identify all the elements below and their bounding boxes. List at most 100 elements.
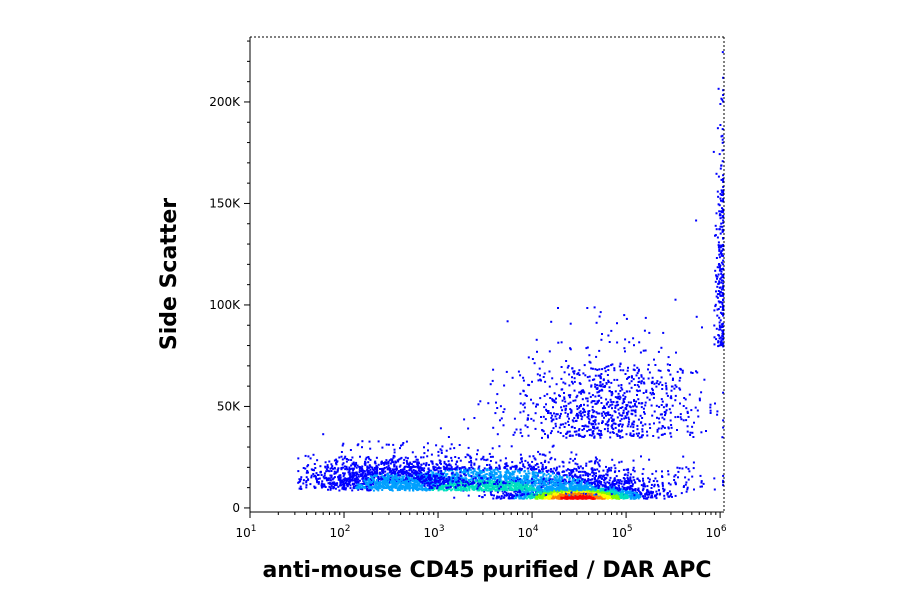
scatter-point	[527, 489, 530, 492]
scatter-point	[516, 488, 519, 491]
scatter-point	[654, 477, 657, 480]
scatter-point	[513, 497, 515, 500]
scatter-point	[498, 464, 501, 467]
scatter-point	[416, 488, 419, 491]
scatter-point	[437, 470, 440, 473]
scatter-point	[557, 472, 559, 475]
scatter-point	[445, 473, 448, 476]
scatter-point	[465, 489, 468, 492]
scatter-point	[606, 470, 609, 473]
scatter-point	[443, 472, 446, 475]
scatter-point	[626, 482, 629, 484]
scatter-point	[441, 487, 444, 490]
scatter-point	[566, 495, 569, 498]
scatter-point	[562, 483, 565, 486]
scatter-point	[526, 487, 529, 490]
scatter-point	[542, 467, 545, 470]
scatter-point	[485, 473, 488, 476]
scatter-point	[497, 486, 500, 489]
scatter-point	[529, 468, 532, 470]
scatter-point	[586, 496, 589, 499]
scatter-point	[452, 484, 454, 486]
scatter-point	[322, 475, 325, 478]
scatter-point	[503, 490, 506, 493]
scatter-point	[490, 489, 493, 492]
scatter-point	[410, 463, 413, 466]
scatter-point	[480, 480, 483, 482]
scatter-point	[326, 464, 329, 467]
scatter-point	[356, 480, 359, 483]
scatter-point	[430, 475, 433, 478]
scatter-point	[637, 497, 640, 500]
scatter-point	[558, 479, 561, 482]
scatter-point	[588, 483, 591, 485]
scatter-point	[585, 488, 588, 491]
scatter-point	[313, 485, 316, 488]
scatter-point	[337, 485, 340, 488]
scatter-point	[581, 493, 584, 496]
scatter-point	[448, 485, 451, 488]
scatter-point	[489, 465, 492, 468]
scatter-point	[523, 477, 526, 480]
scatter-point	[305, 481, 308, 484]
scatter-point	[588, 496, 591, 499]
scatter-point	[375, 484, 378, 487]
scatter-point	[598, 459, 601, 462]
scatter-point	[594, 485, 597, 488]
scatter-point	[356, 444, 359, 447]
scatter-point	[562, 465, 565, 468]
scatter-point	[529, 491, 532, 494]
scatter-point	[685, 466, 688, 469]
scatter-point	[453, 468, 456, 471]
scatter-point	[577, 481, 580, 484]
scatter-point	[499, 487, 502, 490]
scatter-point	[469, 478, 472, 481]
scatter-point	[640, 455, 642, 458]
scatter-point	[459, 488, 461, 491]
scatter-point	[626, 486, 629, 489]
scatter-point	[617, 484, 620, 487]
scatter-point	[599, 496, 602, 499]
scatter-point	[559, 484, 562, 487]
scatter-point	[596, 491, 599, 494]
scatter-point	[558, 487, 561, 490]
scatter-point	[532, 455, 535, 458]
scatter-point	[554, 487, 557, 490]
scatter-point	[631, 493, 634, 496]
scatter-point	[589, 495, 592, 498]
scatter-point	[541, 465, 544, 468]
scatter-point	[610, 466, 613, 469]
scatter-point	[625, 489, 628, 492]
scatter-point	[527, 491, 530, 494]
scatter-point	[702, 482, 705, 485]
scatter-point	[329, 488, 332, 491]
scatter-point	[488, 484, 491, 487]
scatter-point	[471, 471, 474, 474]
scatter-point	[508, 495, 511, 498]
scatter-point	[541, 463, 544, 466]
scatter-point	[537, 494, 540, 497]
scatter-point	[494, 486, 497, 489]
scatter-point	[575, 489, 578, 492]
scatter-point	[629, 495, 632, 498]
scatter-point	[533, 468, 535, 471]
scatter-point	[339, 478, 341, 481]
scatter-point	[584, 482, 587, 485]
scatter-point	[544, 459, 547, 462]
scatter-point	[596, 496, 599, 499]
scatter-point	[646, 490, 649, 493]
scatter-point	[533, 476, 536, 479]
plot-background	[250, 37, 724, 512]
scatter-point	[506, 494, 509, 497]
scatter-point	[571, 497, 574, 500]
scatter-point	[604, 484, 607, 487]
scatter-point	[555, 484, 558, 487]
scatter-point	[625, 479, 628, 482]
scatter-point	[656, 493, 659, 495]
scatter-point	[586, 485, 589, 488]
scatter-point	[549, 470, 552, 473]
scatter-point	[499, 472, 502, 475]
scatter-point	[523, 475, 526, 477]
scatter-point	[421, 483, 424, 486]
scatter-point	[532, 495, 535, 498]
